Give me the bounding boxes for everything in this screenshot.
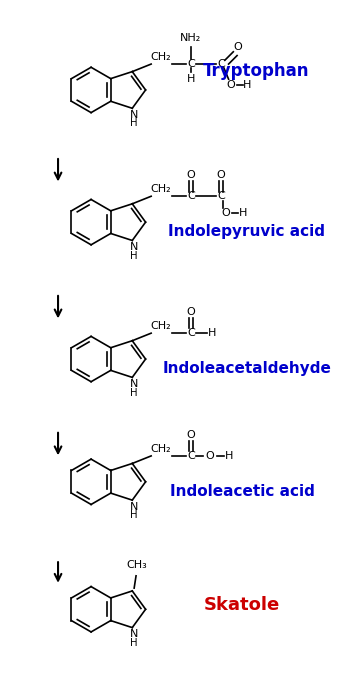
Text: O: O [234,42,243,52]
Text: CH₂: CH₂ [150,185,171,194]
Text: CH₂: CH₂ [150,321,171,331]
Text: H: H [130,638,138,648]
Text: O: O [186,307,195,318]
Text: NH₂: NH₂ [180,34,201,43]
Text: H: H [208,328,216,338]
Text: CH₂: CH₂ [150,444,171,454]
Text: O: O [205,451,214,461]
Text: CH₃: CH₃ [127,560,147,570]
Text: N: N [130,502,138,512]
Text: C: C [217,191,225,201]
Text: C: C [217,59,225,69]
Text: O: O [226,80,235,90]
Text: C: C [187,451,195,461]
Text: N: N [130,379,138,389]
Text: N: N [130,242,138,252]
Text: H: H [130,250,138,261]
Text: O: O [221,209,230,218]
Text: O: O [186,430,195,440]
Text: CH₂: CH₂ [150,52,171,62]
Text: Skatole: Skatole [204,595,280,613]
Text: O: O [186,171,195,180]
Text: C: C [187,191,195,201]
Text: O: O [217,171,226,180]
Text: Indoleacetic acid: Indoleacetic acid [170,484,315,499]
Text: Tryptophan: Tryptophan [203,62,310,80]
Text: H: H [225,451,233,461]
Text: H: H [187,73,195,84]
Text: C: C [187,59,195,69]
Text: Indolepyruvic acid: Indolepyruvic acid [168,224,325,239]
Text: H: H [130,388,138,398]
Text: N: N [130,630,138,639]
Text: N: N [130,110,138,120]
Text: H: H [130,119,138,128]
Text: Indoleacetaldehyde: Indoleacetaldehyde [162,361,331,376]
Text: H: H [238,209,247,218]
Text: H: H [130,510,138,520]
Text: C: C [187,328,195,338]
Text: H: H [243,80,252,90]
